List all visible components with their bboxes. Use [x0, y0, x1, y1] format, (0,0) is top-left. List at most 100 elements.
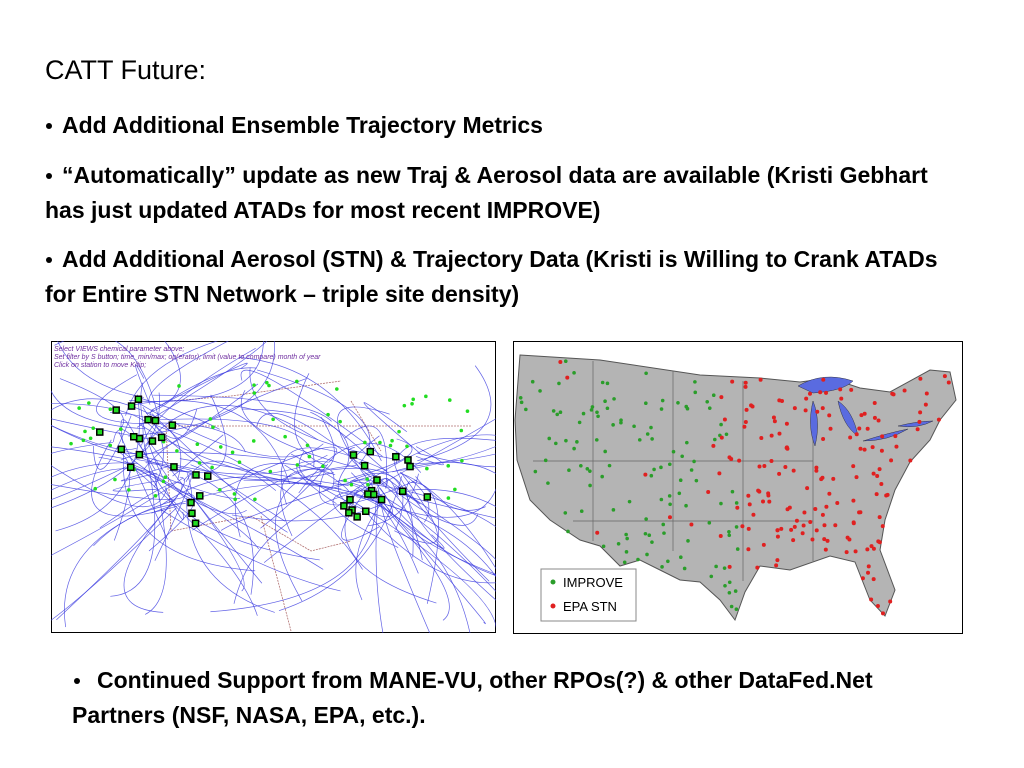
trajectory — [391, 462, 496, 475]
selected-station — [340, 502, 348, 510]
stn-site — [718, 533, 723, 538]
improve-site — [611, 508, 616, 512]
selected-station — [134, 395, 143, 403]
trajectory — [56, 476, 185, 621]
improve-site — [647, 533, 652, 537]
stn-site — [813, 506, 818, 511]
stn-site — [784, 421, 789, 426]
improve-site — [734, 607, 739, 612]
selected-station — [364, 490, 372, 498]
stn-site — [814, 468, 819, 473]
stn-site — [729, 457, 734, 462]
trajectory — [415, 446, 444, 466]
map-content — [51, 341, 496, 633]
stn-site — [877, 515, 882, 520]
station — [402, 403, 407, 408]
trajectory — [355, 504, 381, 601]
selected-station — [373, 476, 381, 484]
stn-site — [719, 395, 724, 400]
trajectory — [51, 418, 151, 440]
stn-site — [831, 476, 836, 481]
stn-site — [851, 520, 856, 525]
trajectory — [64, 499, 176, 628]
improve-site — [564, 438, 568, 443]
station — [363, 440, 367, 445]
selected-station — [188, 509, 196, 518]
stn-site — [802, 510, 807, 515]
improve-site — [547, 436, 552, 441]
stn-site — [667, 515, 672, 520]
stn-site — [833, 523, 838, 528]
trajectory — [216, 446, 338, 492]
improve-site — [660, 565, 664, 569]
improve-site — [666, 559, 670, 564]
stn-site — [877, 540, 882, 545]
trajectory — [140, 382, 167, 484]
station — [424, 394, 428, 399]
stn-site — [859, 413, 864, 418]
stn-site — [761, 542, 766, 547]
stn-site — [814, 465, 819, 470]
stn-site — [740, 524, 745, 529]
trajectory — [210, 501, 377, 613]
trajectory — [330, 467, 404, 530]
stn-site — [746, 526, 751, 531]
improve-site — [713, 437, 717, 442]
trajectory — [409, 453, 496, 465]
stn-site — [727, 564, 732, 569]
station — [232, 492, 237, 496]
selected-station — [398, 487, 407, 496]
trajectory — [151, 413, 288, 533]
trajectory — [116, 446, 247, 514]
stn-site — [851, 498, 856, 503]
stn-site — [743, 419, 748, 424]
station — [271, 417, 275, 422]
stn-site — [865, 426, 870, 431]
selected-station — [423, 493, 432, 501]
trajectory — [294, 373, 327, 467]
selected-station — [392, 452, 400, 461]
trajectory — [278, 476, 402, 612]
stn-site — [825, 538, 830, 543]
selected-station — [151, 416, 160, 425]
trajectory — [148, 493, 196, 552]
trajectory — [151, 482, 322, 514]
stn-site — [888, 599, 893, 604]
trajectory — [51, 462, 138, 478]
map-instruction: Select VIEWS chemical parameter above; — [54, 346, 184, 353]
improve-site — [546, 481, 550, 485]
stn-site — [890, 391, 895, 396]
improve-site — [632, 424, 636, 429]
stn-site — [839, 396, 844, 401]
stn-site — [827, 491, 832, 496]
stn-site — [689, 522, 694, 527]
improve-site — [637, 438, 642, 442]
station — [460, 458, 464, 463]
stn-site — [775, 558, 780, 563]
improve-site — [707, 521, 712, 525]
station — [113, 477, 117, 482]
stn-site — [820, 512, 825, 517]
stn-site — [777, 431, 782, 436]
stn-site — [789, 527, 794, 532]
map-frame — [51, 341, 496, 633]
stn-site — [772, 419, 777, 424]
improve-site — [727, 590, 732, 595]
station — [268, 469, 273, 474]
trajectory — [233, 488, 368, 604]
stn-site — [784, 445, 789, 450]
stn-site — [822, 537, 827, 542]
trajectory — [394, 486, 496, 575]
stn-site — [722, 417, 727, 422]
selected-station — [96, 428, 104, 436]
trajectory — [141, 394, 227, 473]
station — [230, 450, 235, 455]
station — [265, 380, 269, 385]
trajectory — [113, 450, 131, 541]
station — [218, 445, 223, 449]
stn-site — [917, 419, 922, 424]
improve-site — [636, 557, 640, 562]
stn-site — [711, 443, 716, 448]
improve-site — [577, 420, 582, 425]
improve-site — [590, 405, 595, 409]
